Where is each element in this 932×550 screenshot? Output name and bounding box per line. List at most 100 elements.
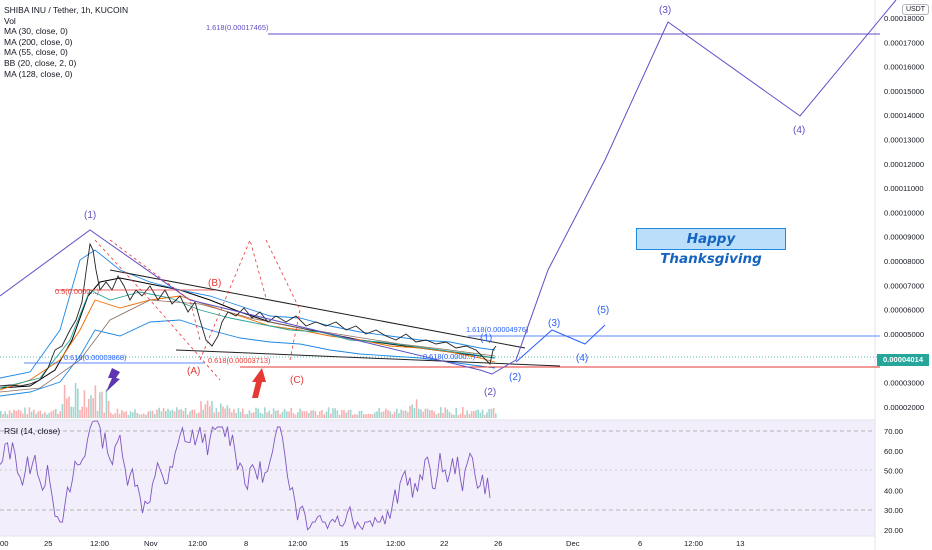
volume-bar [462, 407, 464, 418]
volume-bar [244, 414, 246, 418]
volume-bar [455, 408, 457, 418]
volume-bar [270, 414, 273, 418]
volume-bar [39, 410, 42, 418]
volume-bar [382, 411, 385, 418]
volume-bar [283, 408, 286, 418]
time-tick-label: 26 [494, 539, 502, 548]
volume-bar [279, 414, 281, 418]
volume-bar [490, 408, 493, 418]
volume-bar [123, 411, 125, 418]
volume-bar [8, 410, 11, 418]
symbol-title[interactable]: SHIBA INU / Tether, 1h, KUCOIN [4, 5, 129, 15]
volume-bar [231, 412, 233, 418]
volume-bar [156, 409, 158, 418]
volume-bar [277, 410, 279, 418]
time-tick-label: 12:00 [386, 539, 405, 548]
volume-bar [180, 408, 182, 418]
volume-bar [484, 414, 486, 418]
happy-thanksgiving-note[interactable]: Happy Thanksgiving [636, 228, 786, 267]
volume-bar [248, 410, 251, 418]
volume-bar [0, 411, 2, 418]
volume-bar [475, 410, 477, 418]
volume-bar [259, 412, 262, 418]
rsi-line [0, 420, 491, 531]
volume-bar [233, 409, 235, 418]
volume-bar [378, 407, 380, 418]
rsi-tick-label: 30.00 [884, 506, 903, 515]
volume-bar [33, 409, 35, 418]
rsi-legend[interactable]: RSI (14, close) [4, 426, 61, 436]
volume-bar [41, 413, 44, 418]
price-tick-label: 0.00010000 [884, 208, 924, 217]
volume-bar [134, 409, 136, 418]
volume-bar [107, 400, 110, 418]
volume-bar [308, 413, 310, 418]
volume-bar [468, 414, 471, 418]
volume-bar [407, 412, 409, 418]
volume-bar [151, 410, 154, 418]
rsi-tick-label: 20.00 [884, 526, 903, 535]
volume-bar [451, 414, 453, 418]
volume-bar [442, 413, 444, 418]
volume-bar [112, 414, 114, 418]
volume-bar [275, 410, 277, 418]
time-tick-label: Nov [144, 539, 158, 548]
volume-bar [398, 413, 400, 418]
volume-bar [358, 411, 361, 418]
price-tick-label: 0.00013000 [884, 136, 924, 145]
volume-bar [433, 411, 435, 418]
volume-bar [264, 407, 266, 418]
volume-bar [92, 398, 94, 418]
volume-bar [422, 411, 424, 418]
currency-badge[interactable]: USDT [901, 4, 929, 15]
volume-bar [6, 414, 9, 418]
volume-bar [325, 411, 328, 418]
volume-bar [165, 411, 167, 418]
fib-label-half: 0.5(0.0000...) [55, 287, 99, 296]
volume-bar [211, 400, 213, 418]
volume-bar [391, 414, 394, 418]
legend-ma200[interactable]: MA (200, close, 0) [4, 36, 73, 47]
volume-bar [292, 413, 295, 418]
time-tick-label: 12:00 [684, 539, 703, 548]
volume-bar [470, 411, 473, 418]
volume-bar [488, 408, 490, 418]
volume-bar [376, 411, 378, 418]
legend-ma30[interactable]: MA (30, close, 0) [4, 26, 68, 37]
legend-ma128[interactable]: MA (128, close, 0) [4, 68, 73, 79]
legend-bb[interactable]: BB (20, close, 2, 0) [4, 57, 77, 68]
volume-bar [63, 384, 66, 418]
price-tick-label: 0.00006000 [884, 306, 924, 315]
volume-bar [464, 414, 466, 418]
volume-bar [297, 412, 299, 418]
price-tick-label: 0.00003000 [884, 379, 924, 388]
volume-bar [369, 414, 372, 418]
price-axis[interactable]: 0.00018000 0.00017000 0.00016000 0.00015000… [884, 14, 924, 412]
legend-ma55[interactable]: MA (55, close, 0) [4, 47, 68, 58]
volume-bar [457, 414, 460, 418]
volume-bar [402, 410, 405, 418]
volume-bar [132, 412, 134, 418]
price-tick-label: 0.00016000 [884, 63, 924, 72]
volume-bar [149, 410, 152, 418]
volume-bar [288, 411, 290, 418]
wave-label-2: (2) [484, 387, 496, 398]
wave-label-3-big: (3) [659, 5, 671, 16]
volume-bar [127, 414, 130, 418]
rsi-axis[interactable]: 70.00 60.00 50.00 40.00 30.00 20.00 [884, 427, 903, 535]
volume-bar [90, 395, 92, 418]
volume-bar [446, 409, 449, 418]
volume-bar [37, 411, 39, 418]
volume-bar [424, 408, 427, 418]
volume-bar [310, 410, 312, 418]
volume-bar [356, 414, 358, 418]
volume-bar [154, 414, 156, 418]
legend-vol[interactable]: Vol [4, 15, 16, 26]
time-tick-label: 22 [440, 539, 448, 548]
price-tick-label: 0.00009000 [884, 233, 924, 242]
rsi-tick-label: 50.00 [884, 467, 903, 476]
time-tick-label: 12:00 [188, 539, 207, 548]
volume-bar [96, 410, 99, 418]
time-axis[interactable]: 00 25 12:00 Nov 12:00 8 12:00 15 12:00 22 26 Dec 6 12… [0, 539, 744, 548]
